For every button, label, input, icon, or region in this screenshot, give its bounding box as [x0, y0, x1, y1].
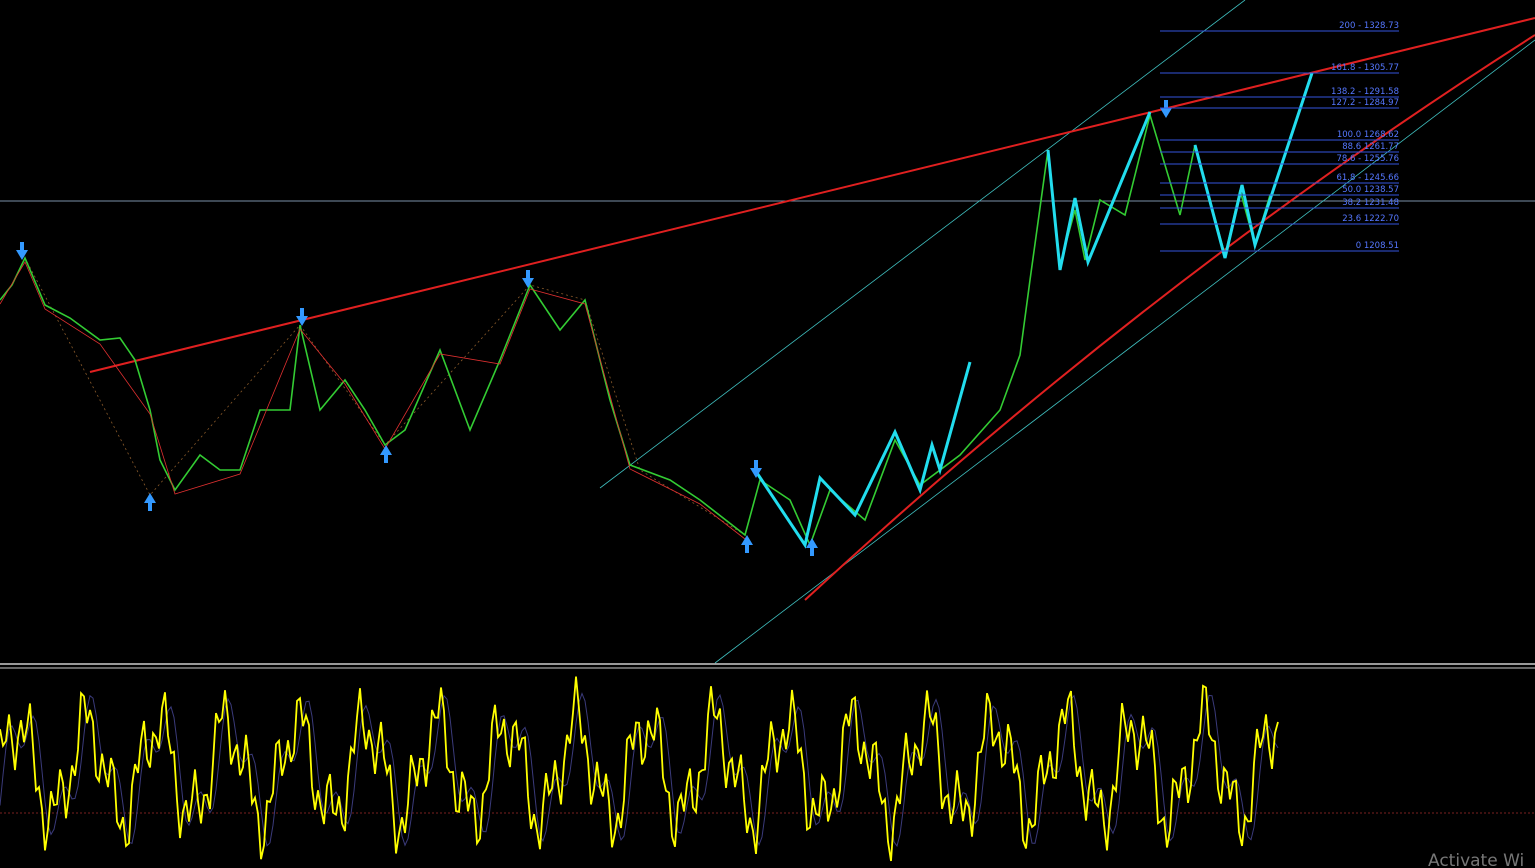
fib-label: 100.0 1268.62: [1337, 130, 1399, 140]
fib-label: 38.2 1231.48: [1342, 198, 1399, 208]
watermark: Activate Wi: [1428, 851, 1524, 868]
channel-line: [714, 39, 1535, 664]
zigzag: [24, 257, 746, 536]
fib-label: 23.6 1222.70: [1342, 214, 1399, 224]
fib-label: 138.2 - 1291.58: [1331, 87, 1399, 97]
fib-label: 127.2 - 1284.97: [1331, 98, 1399, 108]
fib-label: 161.8 - 1305.77: [1331, 63, 1399, 73]
trend-line: [804, 34, 1535, 601]
trend-line: [89, 17, 1535, 373]
channel-line: [599, 0, 1246, 489]
price-series-shadow: [0, 261, 746, 540]
fib-label: 61.8 - 1245.66: [1336, 173, 1399, 183]
fib-label: 0 1208.51: [1356, 241, 1399, 251]
wave-path: [1046, 111, 1152, 271]
signal-arrows: [16, 100, 1172, 556]
oscillator: [0, 676, 1279, 862]
fib-label: 78.6 - 1255.76: [1336, 154, 1399, 164]
fib-label: 200 - 1328.73: [1339, 21, 1399, 31]
wave-path: [753, 361, 972, 549]
fib-label: 88.6 1261.77: [1342, 142, 1399, 152]
wave-path: [1193, 72, 1314, 259]
fib-label: 50.0 1238.57: [1342, 185, 1399, 195]
